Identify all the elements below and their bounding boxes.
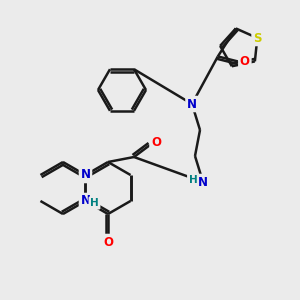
Text: O: O: [151, 136, 161, 148]
Text: S: S: [253, 32, 262, 44]
Text: N: N: [198, 176, 208, 188]
Text: O: O: [240, 55, 250, 68]
Text: O: O: [103, 236, 113, 248]
Text: N: N: [80, 194, 91, 208]
Text: N: N: [80, 169, 91, 182]
Text: N: N: [187, 98, 197, 110]
Text: H: H: [189, 175, 197, 185]
Text: H: H: [90, 198, 99, 208]
